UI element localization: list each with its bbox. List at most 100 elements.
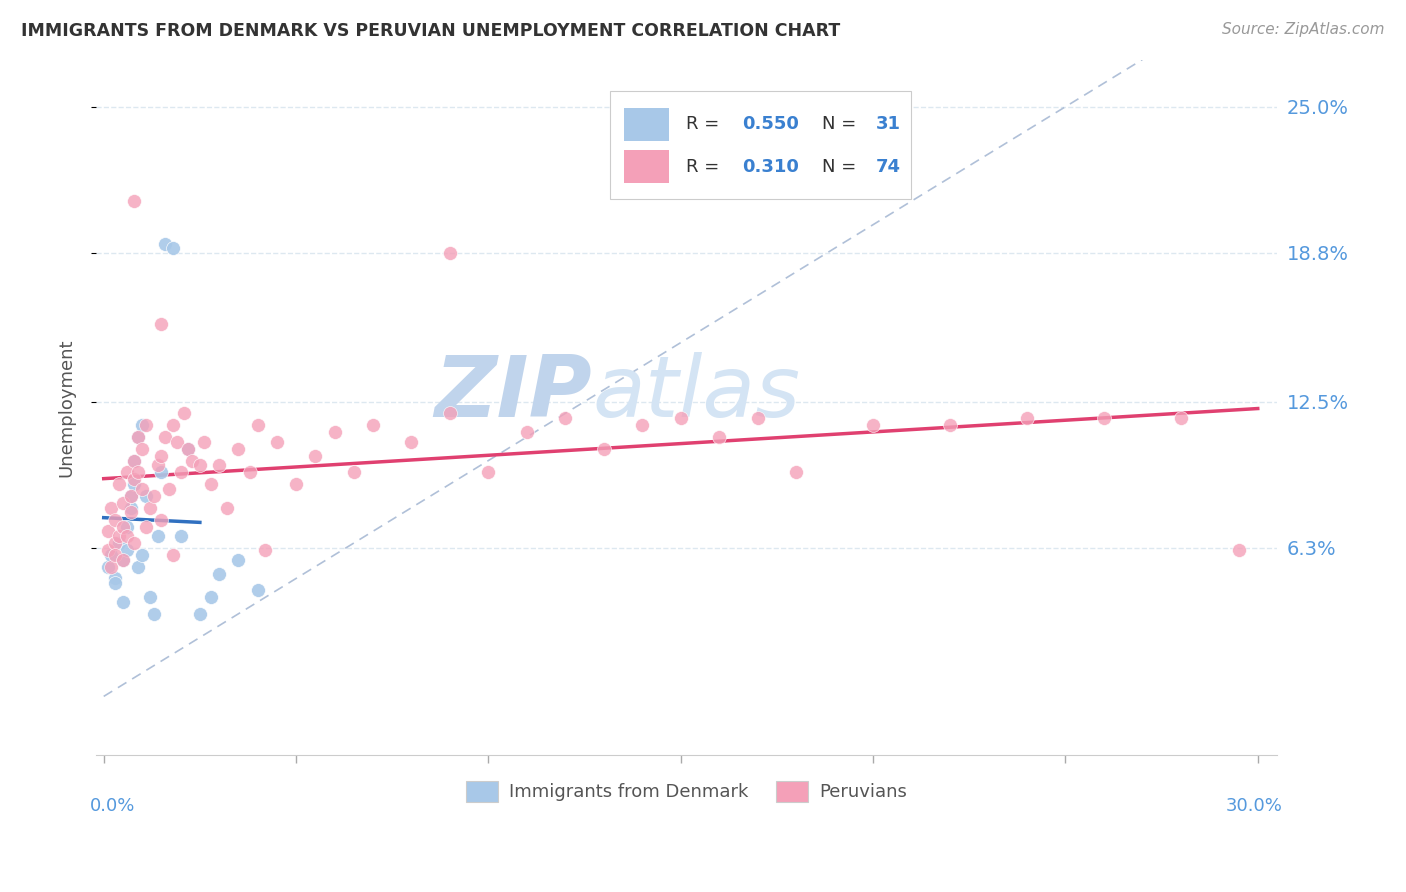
Point xyxy=(124,194,146,208)
Point xyxy=(477,466,499,480)
Point xyxy=(146,458,169,473)
Point xyxy=(120,500,142,515)
FancyBboxPatch shape xyxy=(610,91,911,199)
Point xyxy=(1015,411,1038,425)
Point xyxy=(96,543,118,558)
Point xyxy=(120,489,142,503)
Point xyxy=(139,591,162,605)
Point xyxy=(124,536,146,550)
Point xyxy=(111,552,134,566)
Point xyxy=(104,512,127,526)
Point xyxy=(193,434,215,449)
Text: 0.550: 0.550 xyxy=(742,115,799,133)
Point xyxy=(173,406,195,420)
Point xyxy=(111,496,134,510)
Point xyxy=(150,317,173,331)
Point xyxy=(131,442,153,456)
Point xyxy=(669,411,692,425)
Point xyxy=(150,512,173,526)
Point xyxy=(96,524,118,539)
Point xyxy=(157,482,180,496)
Point xyxy=(1092,411,1115,425)
Point xyxy=(177,442,200,456)
Text: R =: R = xyxy=(686,115,725,133)
Point xyxy=(785,466,807,480)
Point xyxy=(104,572,127,586)
Point xyxy=(127,430,149,444)
Point xyxy=(592,442,614,456)
Point xyxy=(104,576,127,591)
FancyBboxPatch shape xyxy=(624,108,669,141)
Point xyxy=(142,607,165,621)
Point xyxy=(104,536,127,550)
Point xyxy=(304,449,326,463)
Point xyxy=(439,406,461,420)
Point xyxy=(111,552,134,566)
Point xyxy=(124,477,146,491)
Point xyxy=(131,482,153,496)
Point xyxy=(200,477,222,491)
Point xyxy=(139,500,162,515)
Point xyxy=(111,519,134,533)
Point xyxy=(188,607,211,621)
Point xyxy=(1227,543,1250,558)
Point xyxy=(939,418,962,433)
Point xyxy=(135,489,157,503)
Point xyxy=(150,466,173,480)
Point xyxy=(177,442,200,456)
Point xyxy=(100,500,122,515)
Point xyxy=(115,466,138,480)
Point xyxy=(747,411,769,425)
Text: IMMIGRANTS FROM DENMARK VS PERUVIAN UNEMPLOYMENT CORRELATION CHART: IMMIGRANTS FROM DENMARK VS PERUVIAN UNEM… xyxy=(21,22,841,40)
Point xyxy=(401,434,423,449)
Point xyxy=(188,458,211,473)
Point xyxy=(215,500,238,515)
Point xyxy=(146,529,169,543)
Text: N =: N = xyxy=(823,115,862,133)
Point xyxy=(131,548,153,562)
Point xyxy=(100,548,122,562)
Point xyxy=(246,418,269,433)
Point xyxy=(166,434,188,449)
Point xyxy=(131,418,153,433)
Point xyxy=(108,477,131,491)
Point xyxy=(323,425,346,440)
Point xyxy=(343,466,366,480)
Point xyxy=(239,466,262,480)
Text: 31: 31 xyxy=(876,115,900,133)
Point xyxy=(361,418,384,433)
Text: atlas: atlas xyxy=(592,352,800,435)
Point xyxy=(266,434,288,449)
Point xyxy=(709,430,731,444)
Point xyxy=(516,425,538,440)
Point xyxy=(181,453,204,467)
Point xyxy=(124,453,146,467)
Text: 0.0%: 0.0% xyxy=(90,797,135,815)
Legend: Immigrants from Denmark, Peruvians: Immigrants from Denmark, Peruvians xyxy=(458,773,914,809)
Point xyxy=(120,505,142,519)
Point xyxy=(124,453,146,467)
Point xyxy=(115,519,138,533)
Point xyxy=(100,559,122,574)
Text: 74: 74 xyxy=(876,158,900,176)
Point xyxy=(162,241,184,255)
Text: N =: N = xyxy=(823,158,862,176)
Point xyxy=(554,411,576,425)
Point xyxy=(155,430,177,444)
Point xyxy=(254,543,277,558)
Point xyxy=(200,591,222,605)
Point xyxy=(208,458,231,473)
Point xyxy=(228,552,250,566)
Point xyxy=(124,472,146,486)
Point xyxy=(1170,411,1192,425)
Point xyxy=(246,583,269,598)
Text: 30.0%: 30.0% xyxy=(1226,797,1282,815)
Point xyxy=(208,566,231,581)
Point xyxy=(169,466,191,480)
Point xyxy=(135,519,157,533)
Text: ZIP: ZIP xyxy=(434,352,592,435)
Point xyxy=(228,442,250,456)
Point xyxy=(127,559,149,574)
Point xyxy=(162,418,184,433)
Point xyxy=(155,236,177,251)
